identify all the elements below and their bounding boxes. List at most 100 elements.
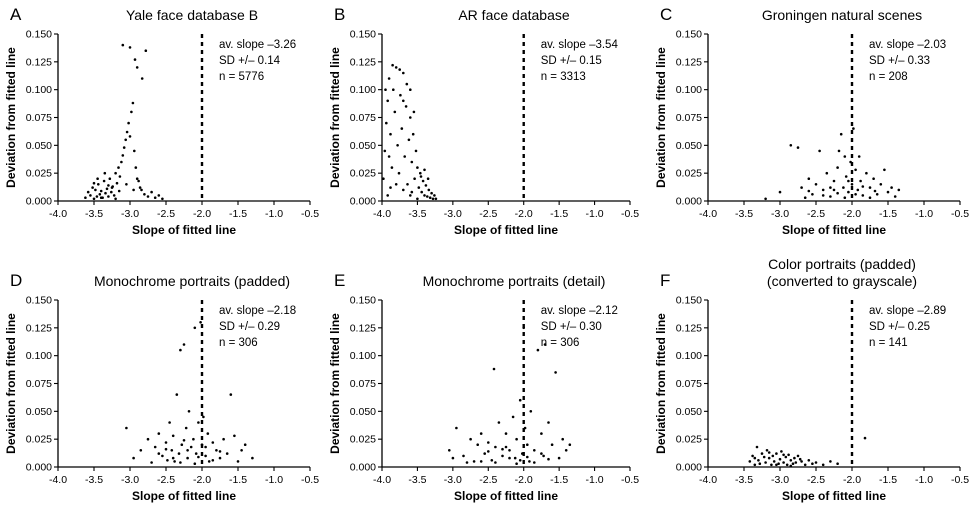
data-point (96, 177, 99, 180)
y-tick-label: 0.100 (26, 84, 52, 96)
data-point (171, 434, 175, 438)
data-point (428, 196, 432, 199)
data-point (120, 160, 123, 164)
data-point (423, 168, 426, 172)
data-point (426, 177, 430, 180)
data-point (760, 452, 764, 455)
y-tick-label: 0.100 (26, 350, 52, 362)
data-point (411, 132, 415, 136)
panel-c: C Groningen natural scenes -4.0 -3.5 -3.0 -2.… (654, 5, 969, 237)
data-point (893, 195, 897, 198)
y-tick-label: 0.025 (26, 168, 52, 180)
data-point (164, 441, 168, 444)
y-tick-label: 0.050 (26, 406, 52, 418)
x-tick-label: -4.0 (699, 474, 717, 486)
data-point (144, 49, 148, 52)
data-point (157, 452, 161, 455)
data-point (469, 437, 472, 441)
data-point (150, 190, 153, 194)
y-axis-label: Deviation from fitted line (4, 47, 18, 188)
data-point (543, 343, 547, 346)
data-point (554, 371, 557, 374)
data-point (403, 155, 407, 158)
data-point (515, 437, 518, 441)
data-point (847, 179, 850, 183)
data-point (807, 189, 811, 193)
data-point (137, 179, 140, 183)
data-point (434, 197, 438, 201)
data-point (218, 456, 222, 460)
data-point (821, 463, 825, 467)
data-point (753, 463, 757, 467)
data-point (767, 451, 771, 454)
data-point (128, 135, 132, 138)
data-point (385, 121, 388, 125)
x-tick-label: -3.5 (735, 208, 753, 220)
data-point (413, 177, 416, 180)
data-point (504, 445, 508, 449)
y-tick-label: 0.075 (676, 378, 702, 390)
data-point (410, 160, 414, 164)
data-point (451, 456, 455, 460)
y-axis-label: Deviation from fitted line (654, 313, 668, 454)
stats-annotation: av. slope –3.26 (219, 39, 296, 51)
data-point (387, 155, 391, 158)
data-point (564, 449, 568, 452)
data-point (753, 456, 757, 460)
data-point (168, 421, 171, 424)
data-point (204, 445, 207, 449)
data-point (140, 188, 143, 192)
data-point (133, 58, 137, 61)
data-point (402, 71, 405, 75)
x-tick-label: -2.5 (157, 474, 175, 486)
data-point (762, 455, 766, 459)
chart-title: Groningen natural scenes (762, 7, 922, 23)
data-point (146, 437, 150, 441)
x-tick-label: -0.5 (621, 474, 639, 486)
data-point (222, 437, 225, 441)
data-point (854, 193, 857, 196)
data-point (501, 447, 504, 451)
stats-annotation: SD +/– 0.29 (219, 321, 280, 333)
data-point (849, 160, 852, 164)
data-point (863, 436, 867, 440)
y-tick-label: 0.125 (350, 322, 376, 334)
data-point (800, 460, 803, 463)
chart-title: AR face database (458, 7, 570, 23)
data-point (836, 462, 839, 466)
stats-annotation: n = 141 (869, 337, 908, 349)
x-tick-label: -0.5 (621, 208, 639, 220)
panel-b: B AR face database -4.0 -3.5 -3.0 -2.5 -2.0 -1.… (328, 5, 639, 237)
data-point (868, 196, 872, 199)
data-point (873, 189, 877, 193)
x-tick-label: -1.0 (586, 474, 604, 486)
data-points (764, 127, 901, 201)
x-tick-label: -2.5 (479, 208, 497, 220)
x-tick-label: -1.5 (229, 208, 247, 220)
data-point (875, 193, 879, 196)
x-axis-label: Slope of fitted line (132, 489, 236, 503)
data-point (818, 149, 821, 153)
data-point (843, 155, 847, 158)
data-point (225, 452, 229, 455)
y-tick-label: 0.100 (676, 350, 702, 362)
data-point (229, 393, 233, 396)
data-point (832, 188, 836, 192)
stats-annotation: n = 3313 (541, 71, 586, 83)
y-tick-label: 0.125 (350, 56, 376, 68)
data-point (146, 195, 150, 198)
data-point (103, 171, 107, 175)
data-point (472, 460, 476, 463)
data-point (193, 462, 197, 466)
data-point (117, 189, 121, 193)
data-point (784, 455, 788, 459)
x-tick-label: -3.0 (121, 474, 139, 486)
data-point (528, 460, 531, 463)
y-tick-label: 0.050 (350, 406, 376, 418)
data-point (529, 410, 533, 413)
data-point (389, 132, 392, 136)
data-point (125, 426, 128, 430)
data-point (757, 459, 760, 462)
data-point (796, 146, 800, 149)
